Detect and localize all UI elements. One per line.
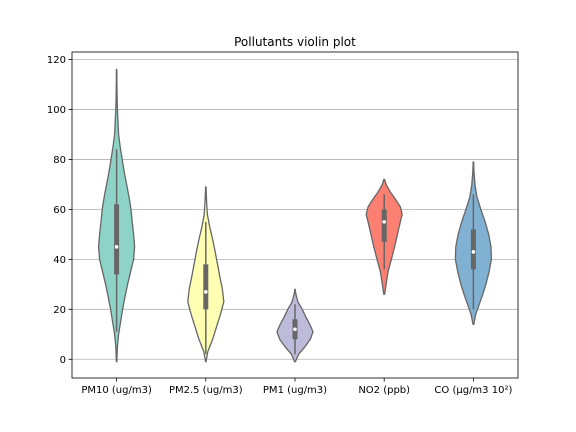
x-tick-label: CO (µg/m3 10²) xyxy=(434,385,512,396)
violin-group xyxy=(365,178,403,295)
x-tick-label: PM2.5 (ug/m3) xyxy=(169,385,243,396)
violin-median-dot xyxy=(471,250,476,254)
violin-median-dot xyxy=(293,327,297,332)
violin-iqr-box xyxy=(470,229,476,270)
violin-group xyxy=(454,161,493,325)
y-tick-label: 40 xyxy=(53,255,66,266)
y-tick-label: 120 xyxy=(47,55,66,66)
x-tick-label: PM10 (ug/m3) xyxy=(81,385,152,396)
chart-title: Pollutants violin plot xyxy=(234,35,356,49)
violin-median-dot xyxy=(114,245,119,249)
axis-layer: 0 20 40 60 80 100 120 PM10 (ug/m3) PM2.5 (ug/m3)… xyxy=(47,55,513,396)
violin-layer xyxy=(97,68,493,363)
violin-median-dot xyxy=(382,220,387,224)
y-tick-label: 100 xyxy=(47,105,66,116)
y-tick-label: 80 xyxy=(53,155,66,166)
y-tick-label: 0 xyxy=(60,355,66,366)
y-tick-label: 60 xyxy=(53,205,66,216)
violin-iqr-box xyxy=(203,264,209,310)
violin-iqr-box xyxy=(114,204,120,275)
grid-layer xyxy=(72,59,518,360)
x-tick-label: PM1 (ug/m3) xyxy=(263,385,327,396)
violin-median-dot xyxy=(204,290,208,294)
violin-group xyxy=(276,288,314,363)
x-tick-label: NO2 (ppb) xyxy=(358,385,410,396)
violin-group xyxy=(97,68,136,363)
y-tick-label: 20 xyxy=(53,305,66,316)
violin-group xyxy=(187,186,225,363)
violin-iqr-box xyxy=(381,209,387,242)
